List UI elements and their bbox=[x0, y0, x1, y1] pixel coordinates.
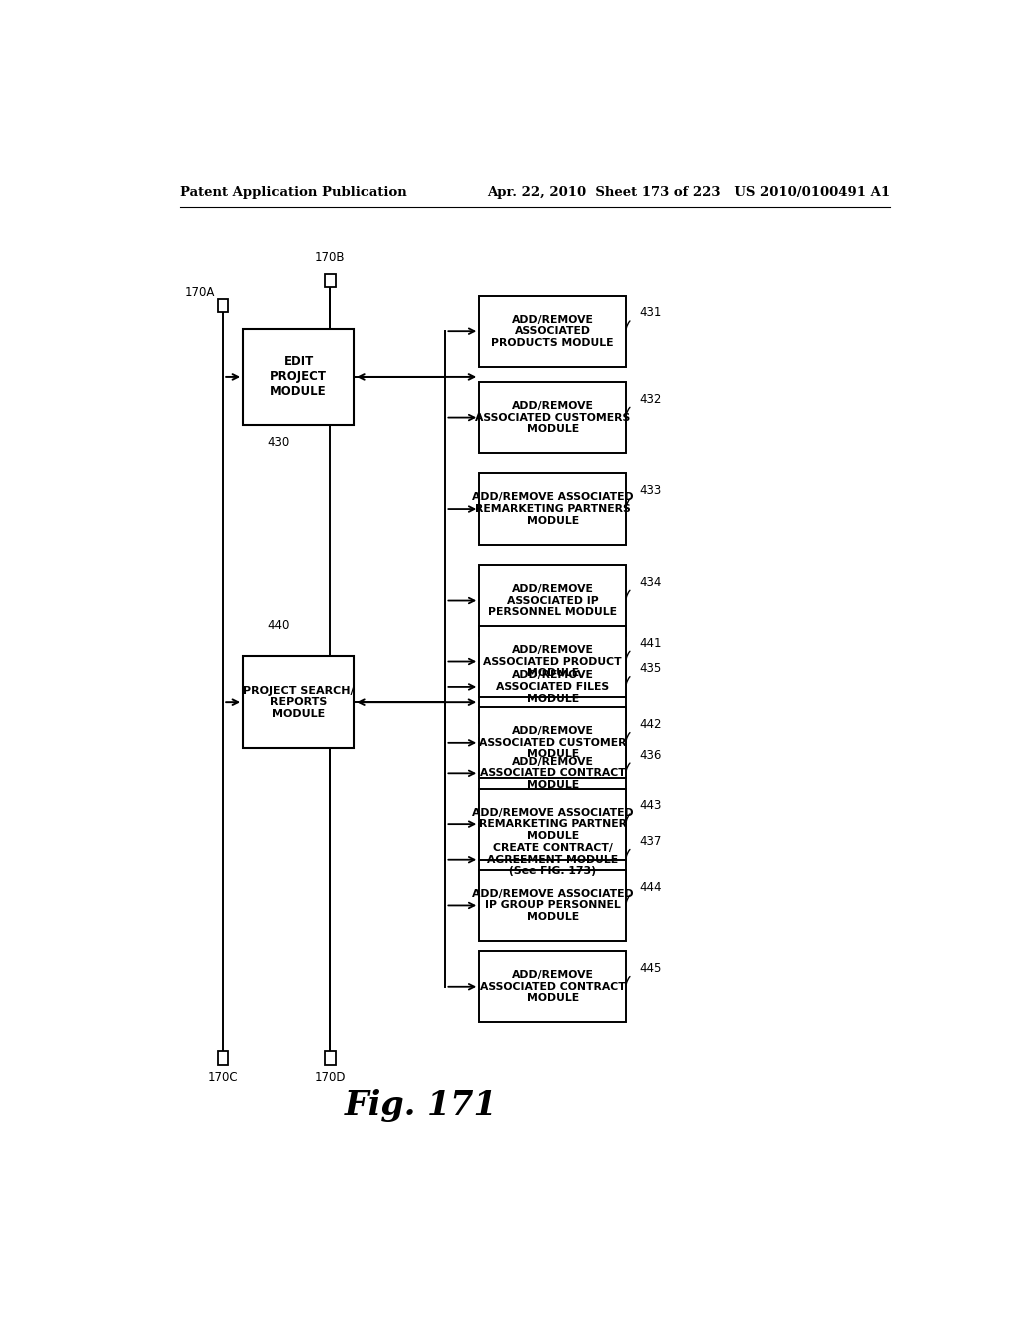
Text: 440: 440 bbox=[267, 619, 289, 632]
Text: ADD/REMOVE
ASSOCIATED CUSTOMER
MODULE: ADD/REMOVE ASSOCIATED CUSTOMER MODULE bbox=[479, 726, 627, 759]
Text: 441: 441 bbox=[640, 636, 663, 649]
FancyBboxPatch shape bbox=[479, 952, 626, 1022]
Text: ADD/REMOVE
ASSOCIATED CONTRACT
MODULE: ADD/REMOVE ASSOCIATED CONTRACT MODULE bbox=[479, 970, 626, 1003]
FancyBboxPatch shape bbox=[479, 870, 626, 941]
Text: 436: 436 bbox=[640, 748, 663, 762]
Text: 445: 445 bbox=[640, 962, 663, 975]
FancyBboxPatch shape bbox=[479, 626, 626, 697]
FancyBboxPatch shape bbox=[479, 708, 626, 779]
Text: 433: 433 bbox=[640, 484, 663, 498]
Text: ADD/REMOVE
ASSOCIATED FILES
MODULE: ADD/REMOVE ASSOCIATED FILES MODULE bbox=[496, 671, 609, 704]
Text: 430: 430 bbox=[267, 437, 289, 450]
Text: 444: 444 bbox=[640, 880, 663, 894]
Text: 435: 435 bbox=[640, 663, 663, 675]
FancyBboxPatch shape bbox=[326, 273, 336, 286]
Text: 442: 442 bbox=[640, 718, 663, 731]
FancyBboxPatch shape bbox=[479, 474, 626, 545]
FancyBboxPatch shape bbox=[479, 296, 626, 367]
Text: ADD/REMOVE
ASSOCIATED
PRODUCTS MODULE: ADD/REMOVE ASSOCIATED PRODUCTS MODULE bbox=[492, 314, 613, 347]
Text: 437: 437 bbox=[640, 836, 663, 847]
FancyBboxPatch shape bbox=[243, 656, 354, 748]
FancyBboxPatch shape bbox=[479, 788, 626, 859]
Text: Patent Application Publication: Patent Application Publication bbox=[179, 186, 407, 199]
FancyBboxPatch shape bbox=[479, 738, 626, 809]
FancyBboxPatch shape bbox=[218, 1051, 228, 1064]
Text: EDIT
PROJECT
MODULE: EDIT PROJECT MODULE bbox=[270, 355, 327, 399]
Text: 170D: 170D bbox=[314, 1071, 346, 1084]
FancyBboxPatch shape bbox=[479, 565, 626, 636]
Text: PROJECT SEARCH/
REPORTS
MODULE: PROJECT SEARCH/ REPORTS MODULE bbox=[243, 685, 354, 719]
Text: ADD/REMOVE
ASSOCIATED IP
PERSONNEL MODULE: ADD/REMOVE ASSOCIATED IP PERSONNEL MODUL… bbox=[488, 583, 617, 618]
Text: ADD/REMOVE
ASSOCIATED CONTRACT
MODULE: ADD/REMOVE ASSOCIATED CONTRACT MODULE bbox=[479, 756, 626, 789]
Text: 170B: 170B bbox=[315, 251, 346, 264]
Text: 431: 431 bbox=[640, 306, 663, 319]
Text: 170A: 170A bbox=[185, 285, 215, 298]
Text: Apr. 22, 2010  Sheet 173 of 223   US 2010/0100491 A1: Apr. 22, 2010 Sheet 173 of 223 US 2010/0… bbox=[486, 186, 890, 199]
FancyBboxPatch shape bbox=[479, 651, 626, 722]
Text: 443: 443 bbox=[640, 800, 663, 812]
Text: ADD/REMOVE ASSOCIATED
IP GROUP PERSONNEL
MODULE: ADD/REMOVE ASSOCIATED IP GROUP PERSONNEL… bbox=[472, 888, 634, 923]
Text: ADD/REMOVE ASSOCIATED
REMARKETING PARTNERS
MODULE: ADD/REMOVE ASSOCIATED REMARKETING PARTNE… bbox=[472, 492, 634, 525]
FancyBboxPatch shape bbox=[243, 329, 354, 425]
FancyBboxPatch shape bbox=[479, 381, 626, 453]
Text: 432: 432 bbox=[640, 393, 663, 405]
Text: CREATE CONTRACT/
AGREEMENT MODULE
(See FIG. 173): CREATE CONTRACT/ AGREEMENT MODULE (See F… bbox=[487, 843, 618, 876]
Text: Fig. 171: Fig. 171 bbox=[345, 1089, 498, 1122]
Text: ADD/REMOVE ASSOCIATED
REMARKETING PARTNER
MODULE: ADD/REMOVE ASSOCIATED REMARKETING PARTNE… bbox=[472, 808, 634, 841]
Text: 170C: 170C bbox=[208, 1071, 239, 1084]
Text: 434: 434 bbox=[640, 576, 663, 589]
Text: ADD/REMOVE
ASSOCIATED PRODUCT
MODULE: ADD/REMOVE ASSOCIATED PRODUCT MODULE bbox=[483, 645, 622, 678]
Text: ADD/REMOVE
ASSOCIATED CUSTOMERS
MODULE: ADD/REMOVE ASSOCIATED CUSTOMERS MODULE bbox=[475, 401, 630, 434]
FancyBboxPatch shape bbox=[479, 824, 626, 895]
FancyBboxPatch shape bbox=[326, 1051, 336, 1064]
FancyBboxPatch shape bbox=[218, 300, 228, 313]
